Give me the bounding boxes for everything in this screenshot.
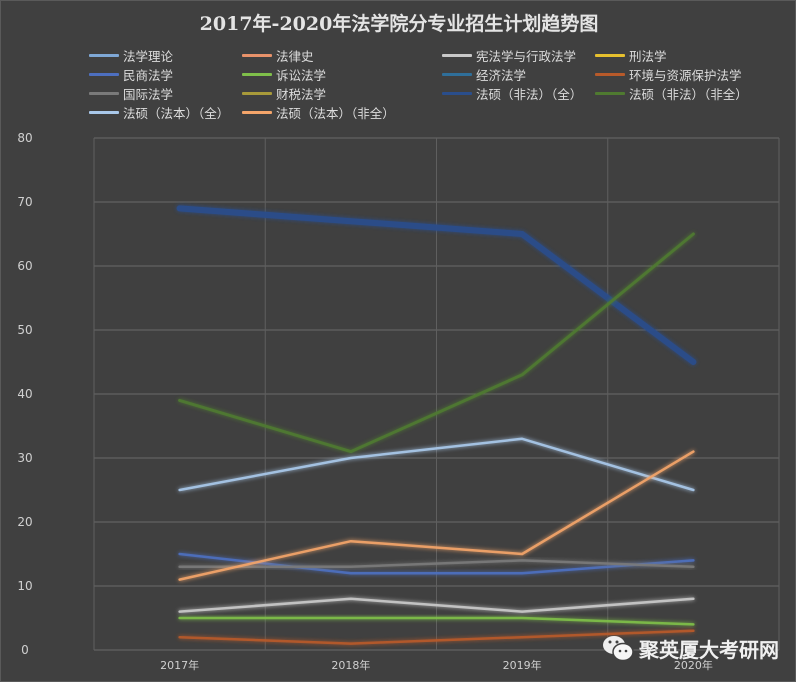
x-axis-ticks: 2017年 2018年 2019年 2020年	[160, 658, 713, 672]
y-tick-label: 60	[17, 259, 32, 273]
legend-label: 经济法学	[476, 67, 527, 83]
legend-label: 法律史	[276, 48, 314, 64]
legend-item: 刑法学	[595, 46, 667, 64]
series-line	[178, 559, 695, 569]
x-tick-label: 2018年	[331, 658, 370, 672]
x-tick-label: 2020年	[674, 658, 713, 672]
legend-swatch	[89, 53, 119, 57]
legend-item: 法硕（非法）（全）	[442, 84, 582, 102]
legend-swatch	[442, 91, 472, 95]
y-tick-label: 30	[17, 451, 32, 465]
legend-swatch	[442, 72, 472, 76]
legend-item: 法硕（非法）（非全）	[595, 84, 748, 102]
watermark: 聚英厦大考研网	[601, 633, 779, 663]
y-tick-label: 0	[21, 643, 29, 657]
legend-label: 法硕（法本）（全）	[123, 105, 230, 121]
series-lines	[176, 205, 697, 645]
legend-swatch	[89, 91, 119, 95]
legend-label: 民商法学	[123, 67, 174, 83]
legend-label: 宪法学与行政法学	[476, 48, 577, 64]
legend-swatch	[242, 91, 272, 95]
chart-title: 2017年-2020年法学院分专业招生计划趋势图	[199, 13, 599, 35]
legend-swatch	[242, 110, 272, 114]
legend-swatch	[242, 72, 272, 76]
series-line	[178, 437, 695, 492]
legend-item: 诉讼法学	[242, 65, 326, 83]
y-tick-label: 20	[17, 515, 32, 529]
legend-item: 民商法学	[89, 65, 173, 83]
x-tick-label: 2017年	[160, 658, 199, 672]
legend-label: 财税法学	[276, 86, 327, 102]
gridlines	[93, 137, 780, 651]
series-line	[178, 450, 695, 581]
legend-item: 经济法学	[442, 65, 526, 83]
series-line	[176, 205, 697, 365]
series-line	[178, 552, 695, 575]
watermark-text: 聚英厦大考研网	[639, 637, 779, 662]
legend-swatch	[89, 110, 119, 114]
legend-item: 法硕（法本）（非全）	[242, 103, 395, 121]
legend-item: 法硕（法本）（全）	[89, 103, 229, 121]
legend-swatch	[89, 72, 119, 76]
y-tick-label: 50	[17, 323, 32, 337]
y-tick-label: 40	[17, 387, 32, 401]
legend-label: 法硕（非法）（全）	[476, 86, 583, 102]
legend-label: 刑法学	[629, 48, 667, 64]
series-line	[178, 629, 695, 645]
y-tick-label: 80	[17, 131, 32, 145]
legend-label: 诉讼法学	[276, 67, 327, 83]
legend-label: 法硕（法本）（非全）	[276, 105, 395, 121]
wechat-icon	[603, 636, 634, 662]
legend-label: 国际法学	[123, 86, 174, 102]
legend-label: 法硕（非法）（非全）	[629, 86, 748, 102]
legend-item: 环境与资源保护法学	[595, 65, 742, 83]
series-line	[178, 616, 695, 626]
legend-swatch	[595, 72, 625, 76]
legend-item: 国际法学	[89, 84, 173, 102]
series-line	[178, 597, 695, 613]
legend-item: 宪法学与行政法学	[442, 46, 576, 64]
legend-label: 环境与资源保护法学	[629, 67, 742, 83]
x-tick-label: 2019年	[503, 658, 542, 672]
y-tick-label: 10	[17, 579, 32, 593]
legend-item: 法律史	[242, 46, 314, 64]
y-axis-ticks: 0 10 20 30 40 50 60 70 80	[17, 131, 32, 657]
y-tick-label: 70	[17, 195, 32, 209]
legend-swatch	[595, 53, 625, 57]
legend-swatch	[595, 91, 625, 95]
legend-label: 法学理论	[123, 48, 174, 64]
legend-item: 财税法学	[242, 84, 326, 102]
legend-swatch	[242, 53, 272, 57]
series-line	[178, 232, 695, 454]
legend-swatch	[442, 53, 472, 57]
legend-item: 法学理论	[89, 46, 173, 64]
